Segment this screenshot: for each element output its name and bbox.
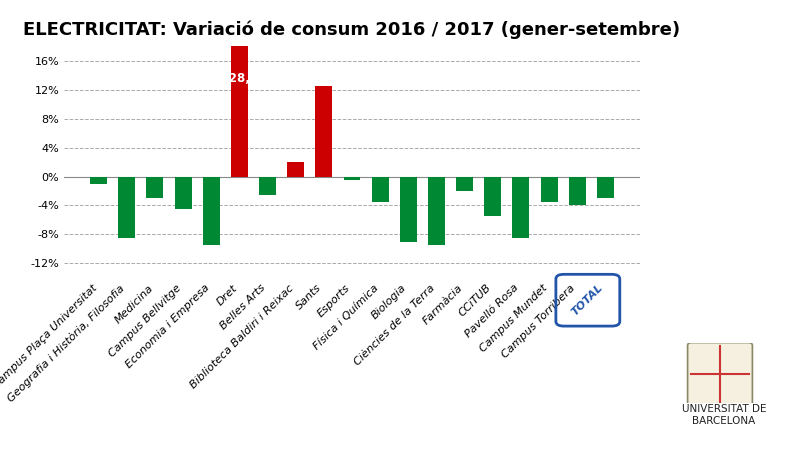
Bar — [456, 176, 473, 191]
Bar — [513, 176, 530, 238]
Bar — [343, 176, 361, 180]
Bar — [90, 176, 107, 184]
Text: +28,2: +28,2 — [220, 72, 259, 85]
Bar — [287, 162, 304, 176]
Bar — [541, 176, 558, 202]
Bar — [372, 176, 389, 202]
FancyBboxPatch shape — [688, 343, 752, 406]
Bar — [174, 176, 191, 209]
Bar — [428, 176, 445, 245]
Bar — [118, 176, 135, 238]
Bar — [315, 86, 332, 176]
Bar — [231, 0, 248, 176]
Bar — [569, 176, 586, 206]
Bar — [400, 176, 417, 242]
Bar — [597, 176, 614, 198]
Bar — [146, 176, 163, 198]
Bar — [259, 176, 276, 194]
Title: ELECTRICITAT: Variació de consum 2016 / 2017 (gener-setembre): ELECTRICITAT: Variació de consum 2016 / … — [23, 21, 681, 39]
Text: UNIVERSITAT DE
BARCELONA: UNIVERSITAT DE BARCELONA — [682, 404, 766, 426]
Bar — [202, 176, 220, 245]
Bar — [484, 176, 502, 216]
